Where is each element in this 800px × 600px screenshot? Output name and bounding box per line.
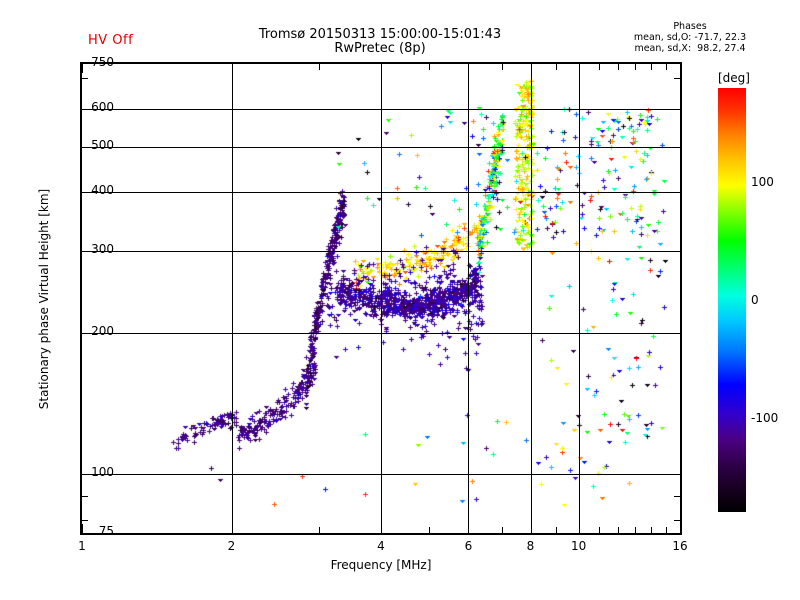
x-axis-tick xyxy=(232,524,233,533)
x-axis-tick xyxy=(635,64,636,70)
stats-x-mode: mean, sd,X: 98.2, 27.4 xyxy=(634,43,746,54)
phase-statistics-block: Phases mean, sd,O: -71.7, 22.3 mean, sd,… xyxy=(590,21,790,54)
x-axis-tick xyxy=(618,64,619,70)
y-axis-tick xyxy=(671,192,680,193)
y-axis-tick-label: 300 xyxy=(91,241,114,256)
x-axis-tick xyxy=(381,64,382,73)
x-axis-tick-label: 2 xyxy=(227,539,236,553)
y-axis-tick xyxy=(671,474,680,475)
y-axis-tick xyxy=(82,496,88,497)
plot-area xyxy=(80,62,682,535)
y-axis-tick-label: 200 xyxy=(91,324,114,339)
x-axis-tick-label: 8 xyxy=(526,539,535,553)
hv-off-annotation: HV Off xyxy=(88,33,134,48)
y-axis-tick-label: 75 xyxy=(98,524,114,538)
y-axis-tick xyxy=(82,78,88,79)
x-axis-tick-label: 1 xyxy=(78,539,86,553)
x-axis-tick xyxy=(468,64,469,73)
x-axis-tick xyxy=(468,524,469,533)
plot-title-line1: Tromsø 20150313 15:00:00-15:01:43 xyxy=(258,27,502,42)
y-axis-tick-label: 500 xyxy=(91,137,114,152)
x-axis-tick xyxy=(319,527,320,533)
y-axis-tick xyxy=(671,251,680,252)
x-axis-tick xyxy=(531,64,532,73)
y-axis-tick xyxy=(82,474,91,475)
stats-o-mode: mean, sd,O: -71.7, 22.3 xyxy=(633,32,747,43)
plot-title-line2: RwPretec (8p) xyxy=(334,41,426,56)
y-axis-tick xyxy=(82,520,88,521)
y-axis-tick xyxy=(674,520,680,521)
y-axis-title-text: Stationary phase Virtual Height [km] xyxy=(37,188,51,409)
y-axis-tick-label: 100 xyxy=(91,465,114,480)
gridline-vertical xyxy=(468,64,469,533)
y-axis-tick xyxy=(674,78,680,79)
y-axis-tick xyxy=(82,109,91,110)
colorbar-tick-label: -100 xyxy=(751,410,779,425)
x-axis-tick xyxy=(635,527,636,533)
y-axis-tick-label: 750 xyxy=(91,55,114,69)
x-axis-tick xyxy=(556,64,557,70)
x-axis-tick xyxy=(579,64,580,73)
y-axis-tick-label: 600 xyxy=(91,100,114,115)
x-axis-tick xyxy=(319,64,320,70)
x-axis-tick xyxy=(666,527,667,533)
y-axis-tick xyxy=(82,251,91,252)
x-axis-tick xyxy=(556,527,557,533)
y-axis-title: Stationary phase Virtual Height [km] xyxy=(36,62,52,535)
x-axis-tick xyxy=(599,527,600,533)
x-axis-tick xyxy=(666,64,667,70)
x-axis-tick-label: 4 xyxy=(377,539,385,553)
gridline-vertical xyxy=(232,64,233,533)
x-axis-tick xyxy=(618,527,619,533)
x-axis-tick xyxy=(502,527,503,533)
x-axis-tick xyxy=(680,524,681,533)
x-axis-tick xyxy=(82,64,83,73)
x-axis-tick xyxy=(381,524,382,533)
y-axis-tick xyxy=(82,333,91,334)
colorbar xyxy=(718,88,746,512)
y-axis-tick-label: 400 xyxy=(91,183,114,198)
stats-title: Phases xyxy=(673,21,707,32)
y-axis-tick xyxy=(82,147,91,148)
gridline-vertical xyxy=(531,64,532,533)
x-axis-tick-label: 16 xyxy=(672,539,688,553)
y-axis-tick xyxy=(671,333,680,334)
x-axis-tick xyxy=(680,64,681,73)
x-axis-tick xyxy=(651,527,652,533)
x-axis-tick xyxy=(531,524,532,533)
x-axis-title: Frequency [MHz] xyxy=(330,558,432,572)
y-axis-tick xyxy=(82,192,91,193)
gridline-vertical xyxy=(381,64,382,533)
y-axis-tick xyxy=(671,147,680,148)
x-axis-tick xyxy=(502,64,503,70)
x-axis-tick xyxy=(579,524,580,533)
colorbar-tick-label: 0 xyxy=(751,293,759,307)
colorbar-tick-label: 100 xyxy=(751,175,774,190)
x-axis-tick-label: 6 xyxy=(464,539,473,553)
gridline-vertical xyxy=(579,64,580,533)
y-axis-tick xyxy=(671,109,680,110)
x-axis-tick-label: 10 xyxy=(570,539,587,553)
x-axis-tick xyxy=(429,527,430,533)
x-axis-tick xyxy=(429,64,430,70)
x-axis-tick xyxy=(82,524,83,533)
colorbar-unit-label: [deg] xyxy=(718,71,750,85)
y-axis-tick xyxy=(674,496,680,497)
x-axis-tick xyxy=(232,64,233,73)
x-axis-tick xyxy=(599,64,600,70)
x-axis-tick xyxy=(651,64,652,70)
